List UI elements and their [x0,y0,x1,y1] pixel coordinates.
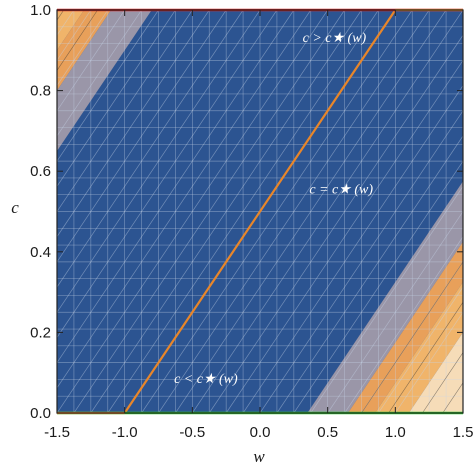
upper-band-light [0,10,50,413]
lower-band-gray [307,181,463,413]
x-tick-label: 1.5 [453,424,474,441]
region-annotation-0: c > c★ (w) [303,31,367,46]
mesh-diagonal-line [57,10,210,238]
mesh-diagonal-line [0,10,40,413]
mesh-diagonal-line [57,10,312,389]
y-tick-label: 0.6 [30,163,51,180]
y-tick-label: 0.8 [30,83,51,100]
series-line-0 [123,9,397,414]
contour-line [388,301,463,413]
lower-band-light [408,332,463,413]
mesh-diagonal-line [0,10,6,413]
mesh-diagonal-line [90,10,362,413]
x-tick-label: -0.5 [179,424,205,441]
mesh-diagonal-line [57,10,142,137]
mesh-diagonal-line [57,10,125,112]
mesh-diagonal-line [276,135,463,413]
mesh-diagonal-line [57,10,295,364]
lower-band-orange [375,282,463,413]
mesh-diagonal-line [57,10,278,339]
contour-line [57,10,65,21]
x-tick-label: -1.0 [112,424,138,441]
x-axis-label: w [253,447,265,466]
mesh-diagonal-line [57,10,176,187]
lower-band-deep-orange [347,241,463,413]
y-axis-label: c [11,198,19,217]
mesh-diagonal-line [310,185,463,413]
y-tick-label: 0.0 [30,405,51,422]
x-tick-label: -1.5 [44,424,70,441]
mesh-diagonal-line [57,10,227,263]
y-tick-label: 0.4 [30,244,51,261]
mesh-diagonal-line [57,10,328,413]
x-tick-label: 0.0 [250,424,271,441]
region-annotation-1: c = c★ (w) [309,182,373,197]
y-tick-label: 0.2 [30,324,51,341]
mesh-diagonal-line [208,34,463,413]
mesh-diagonal-line [175,10,447,413]
contour-line [462,412,463,413]
mesh-diagonal-line [259,110,463,413]
mesh-diagonal-line [141,10,413,413]
mesh-diagonal-line [107,10,379,413]
mesh-diagonal-line [57,10,109,87]
mesh-diagonal-line [225,59,463,413]
x-tick-label: 0.5 [317,424,338,441]
mesh-diagonal-line [293,160,463,413]
mesh-diagonal-line [158,10,430,413]
region-annotation-2: c < c★ (w) [174,372,238,387]
mesh-diagonal-line [57,10,244,288]
mesh-diagonal-line [344,236,463,413]
x-tick-label: 1.0 [385,424,406,441]
mesh-diagonal-line [73,10,345,413]
mesh-diagonal-line [57,10,193,213]
mesh-diagonal-line [378,286,463,413]
mesh-diagonal-line [57,10,159,162]
mesh-diagonal-line [242,84,463,413]
mesh-diagonal-line [57,10,261,313]
upper-band-gray [57,10,152,152]
y-tick-label: 1.0 [30,2,51,19]
mesh-diagonal-line [395,311,463,413]
mesh-diagonal-line [192,10,463,413]
contour-line [361,261,463,413]
mesh-diagonal-line [57,10,58,11]
